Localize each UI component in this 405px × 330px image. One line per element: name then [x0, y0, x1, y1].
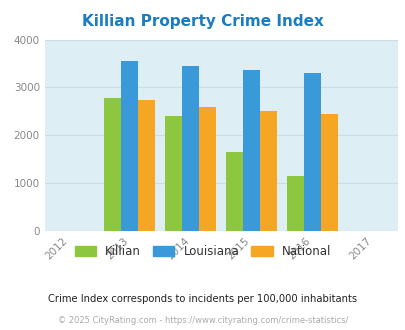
Bar [286, 177, 303, 231]
Bar [138, 100, 155, 231]
Text: Killian Property Crime Index: Killian Property Crime Index [82, 14, 323, 29]
Text: © 2025 CityRating.com - https://www.cityrating.com/crime-statistics/: © 2025 CityRating.com - https://www.city… [58, 315, 347, 325]
Bar [199, 107, 216, 231]
Text: Crime Index corresponds to incidents per 100,000 inhabitants: Crime Index corresponds to incidents per… [48, 294, 357, 304]
Bar [260, 111, 277, 231]
Bar [182, 66, 199, 231]
Bar [303, 73, 320, 231]
Bar [104, 98, 121, 231]
Bar [121, 61, 138, 231]
Bar [320, 114, 337, 231]
Bar [226, 151, 243, 231]
Legend: Killian, Louisiana, National: Killian, Louisiana, National [71, 241, 334, 261]
Bar [165, 116, 182, 231]
Bar [243, 70, 260, 231]
